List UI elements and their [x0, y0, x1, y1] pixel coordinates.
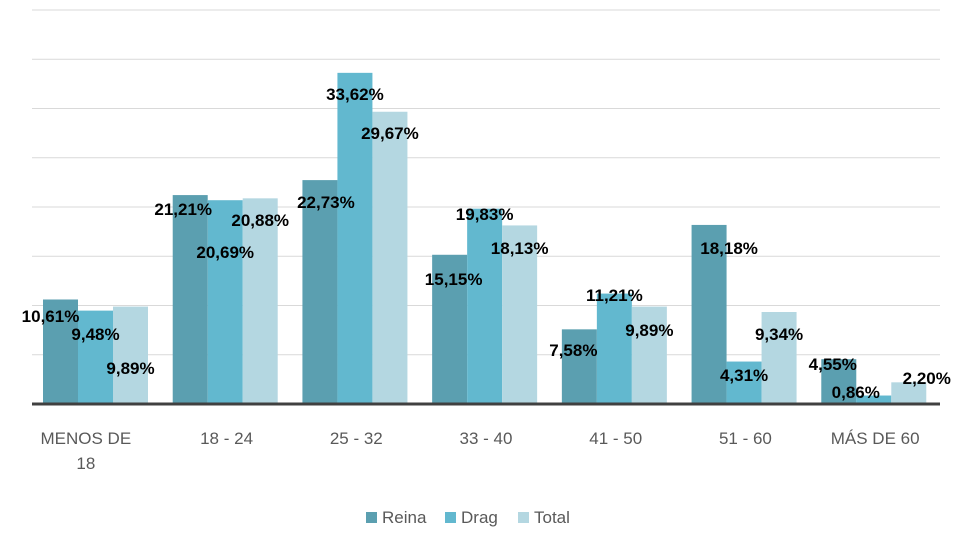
legend-label-reina: Reina: [382, 508, 427, 527]
bar-total: [372, 111, 408, 405]
data-label: 15,15%: [425, 270, 483, 289]
data-label: 11,21%: [586, 286, 643, 305]
category-labels: MENOS DE 18 18 - 24 25 - 32 33 - 40 41 - 50 51…: [41, 429, 920, 473]
bar-total: [242, 198, 278, 404]
category-label: MENOS DE 18: [41, 429, 132, 473]
category-label: MÁS DE 60: [831, 429, 920, 448]
data-label: 29,67%: [361, 124, 419, 143]
data-label: 9,89%: [625, 321, 673, 340]
bar-total: [113, 306, 148, 404]
bar-reina: [302, 180, 338, 404]
bar-drag: [856, 395, 892, 404]
legend-label-total: Total: [534, 508, 570, 527]
bar-drag: [78, 310, 113, 404]
data-label: 33,62%: [326, 85, 384, 104]
data-label: 4,31%: [720, 366, 768, 385]
legend-label-drag: Drag: [461, 508, 498, 527]
bar-reina: [691, 224, 727, 404]
bar-total: [761, 312, 797, 404]
bar-reina: [43, 299, 78, 404]
bar-total: [631, 306, 667, 404]
data-label: 18,18%: [700, 239, 758, 258]
category-label: 25 - 32: [330, 429, 383, 448]
data-label: 4,55%: [809, 355, 857, 374]
category-label: 33 - 40: [460, 429, 513, 448]
data-label: 9,89%: [106, 359, 154, 378]
bar-drag: [596, 293, 632, 404]
bar-total: [502, 225, 538, 404]
category-label: 18 - 24: [200, 429, 253, 448]
bar-drag: [726, 361, 762, 404]
bar-reina: [561, 329, 597, 404]
bar-reina: [432, 254, 468, 404]
data-label: 7,58%: [549, 341, 597, 360]
data-label: 2,20%: [903, 369, 951, 388]
category-label: 41 - 50: [589, 429, 642, 448]
data-label: 22,73%: [297, 193, 355, 212]
legend-swatch-reina: [366, 512, 377, 523]
bar-drag: [207, 200, 243, 404]
bar-drag: [467, 208, 503, 404]
data-label: 21,21%: [154, 200, 212, 219]
bar-total: [891, 382, 927, 404]
bar-reina: [821, 359, 857, 404]
bar-reina: [172, 195, 208, 404]
data-label: 19,83%: [456, 205, 514, 224]
data-label: 20,69%: [196, 243, 254, 262]
data-labels: 10,61% 21,21% 22,73% 15,15% 7,58% 18,18% 4,55%…: [22, 85, 951, 402]
bar-drag: [337, 72, 373, 404]
data-label: 10,61%: [22, 307, 80, 326]
category-label: 51 - 60: [719, 429, 772, 448]
legend: Reina Drag Total: [366, 508, 570, 527]
data-label: 9,48%: [71, 325, 119, 344]
legend-swatch-drag: [445, 512, 456, 523]
data-label: 18,13%: [491, 239, 549, 258]
data-label: 0,86%: [832, 383, 880, 402]
data-label: 9,34%: [755, 325, 803, 344]
data-label: 20,88%: [231, 211, 289, 230]
bars: [43, 72, 927, 405]
legend-swatch-total: [518, 512, 529, 523]
